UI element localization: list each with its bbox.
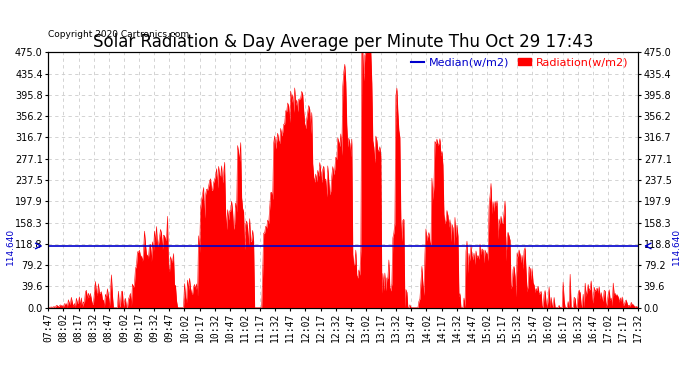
Title: Solar Radiation & Day Average per Minute Thu Oct 29 17:43: Solar Radiation & Day Average per Minute… [93,33,593,51]
Text: 114.640: 114.640 [672,227,681,264]
Legend: Median(w/m2), Radiation(w/m2): Median(w/m2), Radiation(w/m2) [406,53,633,72]
Text: Copyright 2020 Cartronics.com: Copyright 2020 Cartronics.com [48,30,190,39]
Text: 114.640: 114.640 [6,227,14,264]
